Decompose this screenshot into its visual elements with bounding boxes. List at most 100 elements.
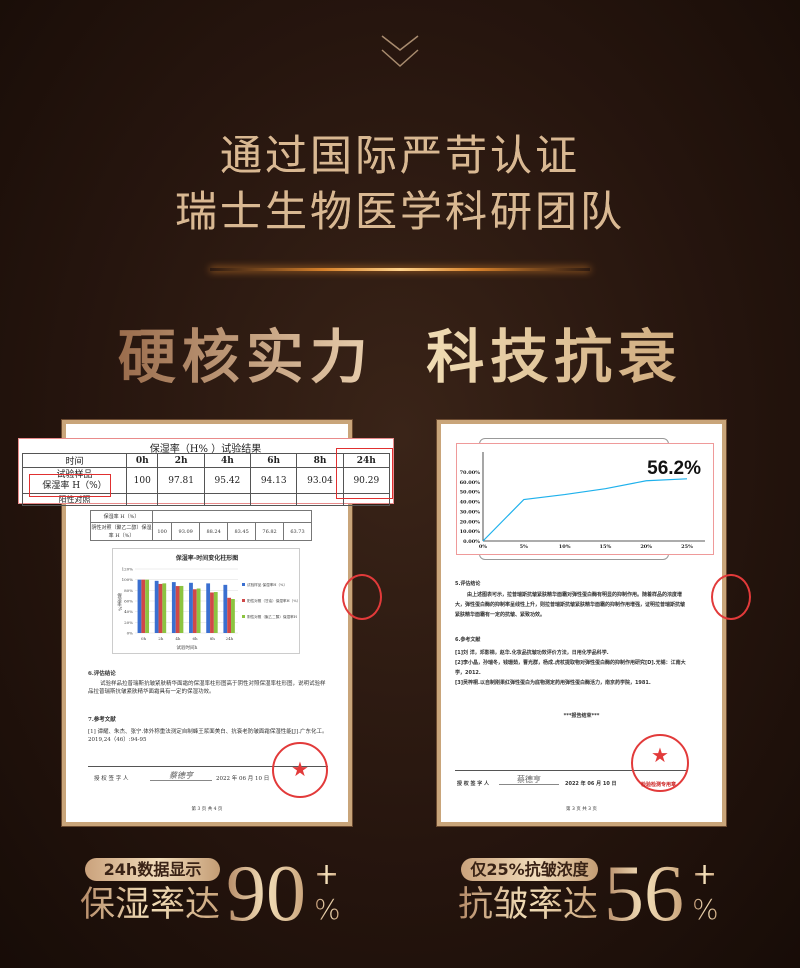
official-stamp: ★ xyxy=(272,742,328,798)
bar xyxy=(137,579,142,633)
reference-item: [3]吴梓桐.以自制刚果红弹性蛋白为底物测定药用弹性蛋白酶活力，南京药学院，19… xyxy=(455,680,651,686)
row-label: 阴性对照（聚乙二醇）保湿率 H（%） xyxy=(90,522,153,541)
report-date: 2022 年 06 月 10 日 xyxy=(216,776,270,782)
table-cell: 95.42 xyxy=(203,467,252,494)
moisture-rate-value: 90 xyxy=(226,850,306,938)
y-axis-label: 保湿率% xyxy=(117,592,123,612)
legend-label: 阴性对照（聚乙二醇）保湿率H（%） xyxy=(247,614,300,619)
table-cell: 100 xyxy=(125,467,159,494)
x-tick-label: 10% xyxy=(559,544,571,550)
moisture-results-table-callout: 保湿率（H% ）试验结果 时间 0h 2h 4h 6h 8h 24h 试验样品 保湿率 H（… xyxy=(18,438,394,506)
table-cell: 100 xyxy=(151,522,173,541)
header-cell: 4h xyxy=(203,453,252,468)
anti-wrinkle-rate-value: 56 xyxy=(604,850,684,938)
anti-wrinkle-rate-label: 抗皱率达 xyxy=(458,885,599,925)
header-cell: 2h xyxy=(157,453,205,468)
x-tick-label: 24h xyxy=(226,636,234,641)
partial-stamp xyxy=(711,574,751,620)
stamp-label: 检验检测专用章 xyxy=(641,782,677,788)
sign-label: 授 权 签 字 人 xyxy=(94,776,129,782)
page-number: 第 3 页 共 3 页 xyxy=(566,807,597,812)
bar xyxy=(227,597,232,633)
y-tick-label: 100% xyxy=(122,577,134,582)
chart-title: 保湿率-时间变化柱形图 xyxy=(175,554,239,562)
bar xyxy=(171,582,176,633)
badge-25-concentration: 仅25%抗皱浓度 xyxy=(461,858,598,881)
star-icon: ★ xyxy=(651,743,669,767)
official-stamp: ★ xyxy=(631,734,689,792)
x-tick-label: 2h xyxy=(158,636,164,641)
highlight-box-label xyxy=(29,474,111,497)
row-label: 保湿率 H（%） xyxy=(90,510,153,523)
legend-label: 试验样品 保湿率H（%） xyxy=(247,582,287,587)
y-tick-label: 120% xyxy=(122,567,134,572)
report-table-lower: 保湿率 H（%） 阴性对照（聚乙二醇）保湿率 H（%） 100 93.09 88… xyxy=(90,510,312,541)
y-tick-label: 40.00% xyxy=(460,500,481,506)
bar xyxy=(158,583,163,633)
bar xyxy=(210,592,214,633)
x-tick-label: 0% xyxy=(479,544,487,550)
x-tick-label: 6h xyxy=(193,636,199,641)
partial-stamp xyxy=(342,574,382,620)
badge-24h-data: 24h数据显示 xyxy=(85,858,220,881)
bar xyxy=(192,589,197,633)
y-tick-label: 10.00% xyxy=(460,529,481,535)
report-date: 2022 年 06 月 10 日 xyxy=(565,781,617,787)
y-tick-label: 0.00% xyxy=(463,539,480,545)
section-5-title: 5.评估结论 xyxy=(455,581,481,587)
double-chevron-down-icon xyxy=(381,35,419,68)
moisture-rate-label: 保湿率达 xyxy=(80,885,221,925)
bar xyxy=(175,586,180,633)
section-6-title: 6.参考文献 xyxy=(455,637,481,643)
report-end: ***报告结束*** xyxy=(563,713,600,719)
bar xyxy=(206,583,211,633)
bar xyxy=(213,592,218,633)
x-tick-label: 4h xyxy=(175,636,181,641)
sign-label: 授 权 签 字 人 xyxy=(457,781,489,787)
bar xyxy=(231,599,235,633)
glow-divider xyxy=(210,268,590,271)
header-cell: 6h xyxy=(250,453,298,468)
headline-part-a: 硬核实力 xyxy=(117,323,374,391)
y-tick-label: 50.00% xyxy=(460,490,481,496)
legend-swatch xyxy=(242,599,245,602)
result-value-label: 56.2% xyxy=(647,458,701,479)
title-line-2: 瑞士生物医学科研团队 xyxy=(0,178,800,239)
y-tick-label: 40% xyxy=(124,609,133,614)
x-tick-label: 25% xyxy=(681,544,693,550)
bar xyxy=(162,583,167,633)
y-tick-label: 20.00% xyxy=(460,519,481,525)
star-icon: ★ xyxy=(291,757,309,781)
table-title: 保湿率（H% ）试验结果 xyxy=(149,444,262,455)
x-tick-label: 15% xyxy=(600,544,612,550)
anti-wrinkle-report-document: 0.00% 10.00% 20.00% 30.00% 40.00% 50.00% 60.00… xyxy=(437,420,751,826)
section-7-text: [1] 谭耀、朱杰、张宁.体外称重法测定自制蜂王浆面美白、抗衰老防皱面霜保湿性能… xyxy=(88,729,328,743)
table-cell: 97.81 xyxy=(157,467,205,494)
signature-divider xyxy=(455,770,687,771)
percent-sign: % xyxy=(314,893,341,926)
table-cell: 83.45 xyxy=(227,522,257,541)
percent-sign: % xyxy=(692,893,719,926)
header-cell: 0h xyxy=(125,453,159,468)
y-tick-label: 20% xyxy=(124,620,133,625)
y-tick-label: 70.00% xyxy=(460,470,481,476)
data-line xyxy=(482,478,688,542)
legend-label: 阳性对照（甘油）保湿率H（%） xyxy=(247,598,300,603)
table-cell: 88.24 xyxy=(199,522,229,541)
y-tick-label: 60% xyxy=(124,599,133,604)
x-tick-label: 5% xyxy=(520,544,528,550)
bar xyxy=(154,580,159,633)
section-5-text: 由上述图表可示，拉普瑞斯抗皱紧肤精华面霜对弹性蛋白酶有明显的抑制作用。随着样品的… xyxy=(455,592,686,618)
page-number: 第 3 页 共 4 页 xyxy=(191,807,223,812)
table-cell: 94.13 xyxy=(250,467,298,494)
table-cell: 93.09 xyxy=(171,522,201,541)
moisture-bar-chart: 保湿率-时间变化柱形图 0% 20% 40% 60% 80% 100% 120% 保湿率% 0h 2… xyxy=(112,548,300,654)
bar xyxy=(196,588,201,633)
plus-sign: + xyxy=(692,857,718,892)
legend-swatch xyxy=(242,583,245,586)
signature: 蔡德亨 xyxy=(499,776,559,785)
y-tick-label: 60.00% xyxy=(460,480,481,486)
x-tick-label: 0h xyxy=(141,636,147,641)
signature-divider xyxy=(88,766,328,767)
reference-list: [1]刘 洋，邓影梯，赵华.化妆品抗皱功效评价方法，日用化学品科学. [2]李小… xyxy=(455,648,687,688)
